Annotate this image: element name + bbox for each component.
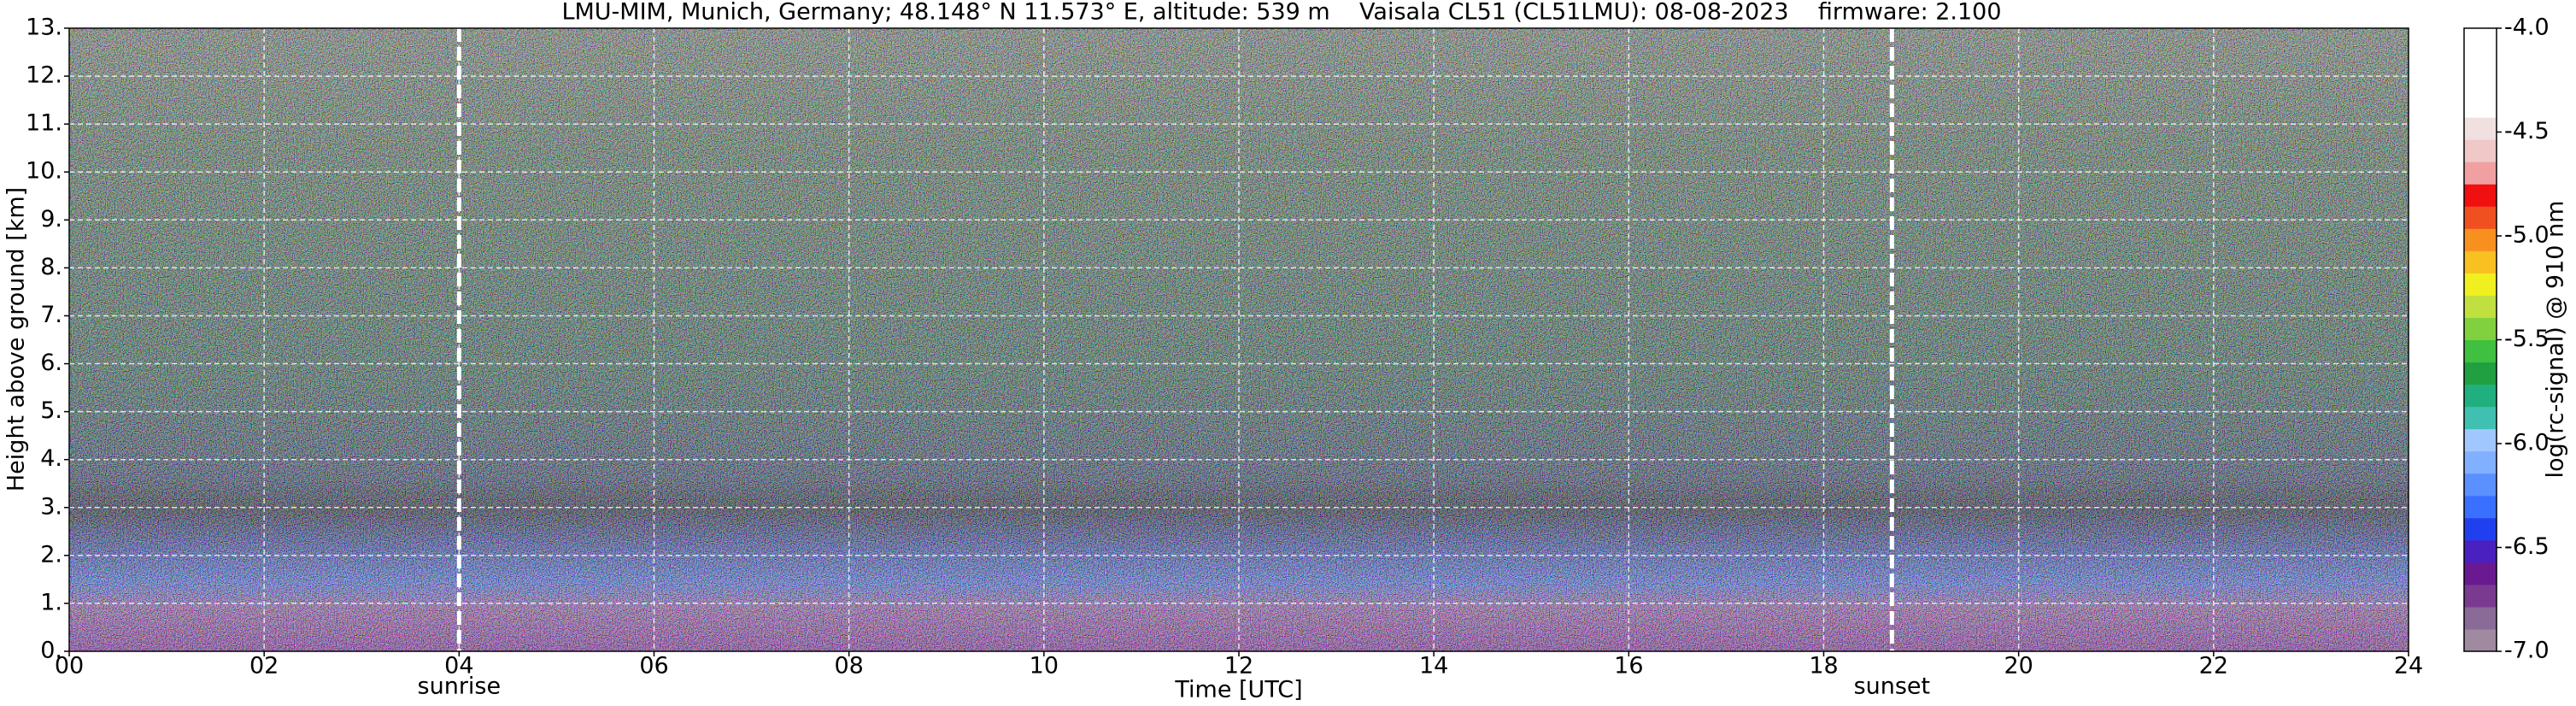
colorbar-tick-label: -4.0: [2504, 15, 2550, 41]
colorbar-segment: [2464, 473, 2497, 497]
colorbar-tick-label: -4.5: [2504, 118, 2550, 144]
y-tick-label: 3.: [40, 493, 62, 520]
y-tick-label: 11.: [26, 110, 62, 137]
annotation-label: sunset: [1854, 674, 1931, 700]
colorbar-label: log(rc-signal) @ 910 nm: [2543, 201, 2569, 479]
colorbar-segment: [2464, 95, 2497, 118]
colorbar-segment: [2464, 584, 2497, 608]
annotation-label: sunrise: [418, 674, 502, 700]
colorbar-segment: [2464, 428, 2497, 452]
y-tick-label: 4.: [40, 445, 62, 472]
colorbar-segment: [2464, 117, 2497, 140]
x-tick-label: 04: [444, 653, 473, 680]
colorbar-segment: [2464, 250, 2497, 274]
colorbar-segment: [2464, 384, 2497, 408]
colorbar-segment: [2464, 450, 2497, 474]
plot-frame: [68, 27, 2409, 652]
x-tick-label: 22: [2199, 653, 2228, 680]
colorbar-tick-label: -6.5: [2504, 533, 2550, 560]
colorbar-segment: [2464, 495, 2497, 519]
colorbar-segment: [2464, 184, 2497, 207]
x-tick-label: 10: [1030, 653, 1059, 680]
x-tick-label: 16: [1614, 653, 1643, 680]
colorbar-segment: [2464, 28, 2497, 51]
colorbar-tick-label: -5.5: [2504, 326, 2550, 352]
x-tick-label: 20: [2004, 653, 2033, 680]
colorbar-segment: [2464, 73, 2497, 96]
x-tick-label: 06: [639, 653, 668, 680]
colorbar-segment: [2464, 206, 2497, 229]
colorbar-segment: [2464, 606, 2497, 630]
colorbar-segment: [2464, 228, 2497, 251]
x-tick-label: 08: [834, 653, 863, 680]
colorbar-segment: [2464, 50, 2497, 74]
y-axis-label: Height above ground [km]: [3, 187, 30, 491]
colorbar-segment: [2464, 162, 2497, 185]
colorbar-segment: [2464, 339, 2497, 363]
x-axis-label: Time [UTC]: [1174, 677, 1302, 703]
colorbar-segment: [2464, 139, 2497, 162]
y-tick-label: 12.: [26, 62, 62, 89]
colorbar-segment: [2464, 273, 2497, 296]
x-tick-label: 12: [1224, 653, 1253, 680]
x-tick-label: 14: [1419, 653, 1448, 680]
colorbar-segment: [2464, 295, 2497, 318]
y-tick-label: 2.: [40, 541, 62, 568]
colorbar-segment: [2464, 317, 2497, 340]
colorbar-tick-label: -7.0: [2504, 638, 2550, 664]
colorbar-segment: [2464, 362, 2497, 385]
y-tick-label: 13.: [26, 15, 62, 41]
x-tick-label: 02: [249, 653, 279, 680]
colorbar-segment: [2464, 539, 2497, 563]
y-tick-label: 5.: [40, 397, 62, 424]
colorbar-segment: [2464, 406, 2497, 430]
y-tick-label: 6.: [40, 350, 62, 376]
colorbar-segment: [2464, 517, 2497, 541]
colorbar-tick-label: -6.0: [2504, 430, 2550, 456]
chart-title: LMU-MIM, Munich, Germany; 48.148° N 11.5…: [561, 0, 2001, 26]
x-tick-label: 18: [1809, 653, 1838, 680]
y-tick-label: 7.: [40, 302, 62, 328]
y-tick-label: 9.: [40, 206, 62, 232]
y-tick-label: 8.: [40, 254, 62, 280]
x-tick-label: 24: [2394, 653, 2423, 680]
colorbar-segment: [2464, 628, 2497, 652]
y-tick-label: 10.: [26, 158, 62, 185]
y-tick-label: 1.: [40, 589, 62, 615]
colorbar-tick-label: -5.0: [2504, 222, 2550, 249]
y-tick-label: 0.: [40, 638, 62, 664]
colorbar-segment: [2464, 562, 2497, 585]
x-tick-label: 00: [55, 653, 84, 680]
